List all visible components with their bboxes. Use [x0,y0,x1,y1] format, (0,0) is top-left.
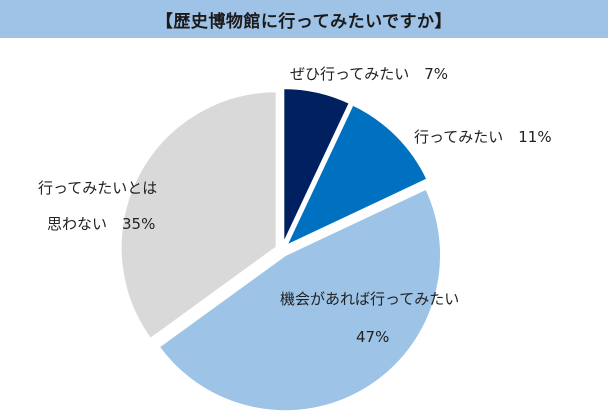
pie-slices [119,87,443,413]
pie-slice-3 [119,90,278,341]
chart-title-bar: 【歴史博物館に行ってみたいですか】 [0,0,608,38]
pie-slice-0 [282,87,352,245]
slice-label-3-line1: 行ってみたいとは [38,179,157,197]
chart-title: 【歴史博物館に行ってみたいですか】 [155,11,453,32]
slice-label-0: ぜひ行ってみたい 7% [290,65,448,83]
slice-label-2-line1: 機会があれば行ってみたい [280,290,459,308]
slice-label-3-line2: 思わない 35% [47,215,155,233]
slice-label-2-line2: 47% [356,328,389,346]
pie-slice-1 [284,103,429,248]
pie-slice-2 [157,187,443,413]
slice-label-1: 行ってみたい 11% [414,128,552,146]
